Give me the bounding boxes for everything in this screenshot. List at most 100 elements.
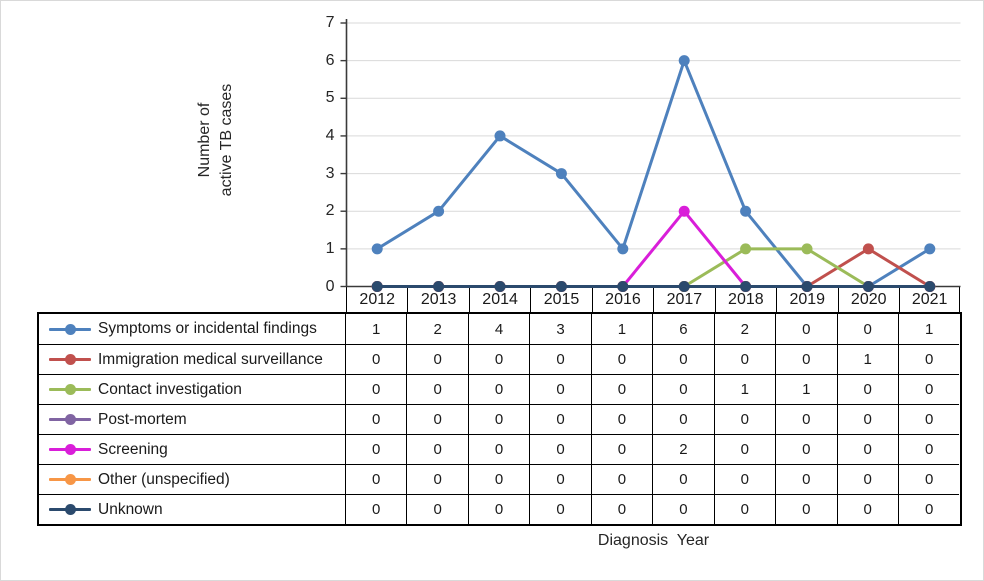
y-tick-label: 7 (325, 14, 335, 31)
value-cell: 0 (345, 404, 407, 434)
legend-dot (64, 414, 76, 425)
data-point (555, 168, 567, 180)
year-header-cell: 2016 (591, 287, 653, 312)
value-cell: 2 (652, 434, 714, 464)
value-cell: 2 (713, 314, 775, 344)
legend-marker-icon (49, 503, 91, 517)
legend-label: Post-mortem (98, 410, 187, 428)
legend-cell: Screening (39, 434, 345, 464)
value-cell: 0 (775, 464, 837, 494)
legend-cell: Post-mortem (39, 404, 345, 434)
value-cell: 0 (406, 464, 468, 494)
data-point (801, 243, 813, 255)
legend-dot (64, 384, 76, 395)
year-header-cell: 2012 (346, 287, 407, 312)
value-cell: 0 (713, 494, 776, 524)
value-cell: 4 (467, 314, 529, 344)
value-cell: 0 (529, 494, 591, 524)
legend-data-table: Symptoms or incidental findings 1 2 4 3 1 6 2 0 0… (37, 312, 962, 526)
value-cell: 0 (345, 344, 407, 374)
value-cell: 0 (590, 494, 653, 524)
year-header-cell: 2020 (837, 287, 899, 312)
value-cell: 0 (529, 464, 591, 494)
legend-marker-icon (49, 473, 91, 487)
legend-label: Contact investigation (98, 380, 242, 398)
value-cell: 0 (467, 494, 530, 524)
data-point (433, 205, 445, 217)
legend-marker-icon (49, 443, 91, 457)
y-tick-label: 5 (325, 89, 335, 107)
value-cell: 0 (406, 344, 468, 374)
legend-label: Screening (98, 440, 168, 458)
value-cell: 0 (590, 374, 653, 404)
value-cell: 0 (897, 434, 960, 464)
value-cell: 0 (406, 374, 468, 404)
series-line (377, 247, 931, 288)
y-tick-label: 2 (325, 202, 335, 220)
value-cell: 0 (836, 404, 898, 434)
data-point (678, 205, 690, 217)
value-cell: 0 (467, 344, 530, 374)
data-point (740, 205, 752, 217)
value-cell: 0 (590, 434, 653, 464)
legend-dot (64, 444, 76, 455)
legend-cell: Unknown (39, 494, 345, 524)
value-cell: 0 (775, 314, 836, 344)
y-axis-title: Number of active TB cases (194, 10, 240, 270)
value-cell: 0 (775, 434, 837, 464)
data-point (371, 243, 383, 255)
legend-label: Immigration medical surveillance (98, 350, 323, 368)
value-cell: 0 (345, 374, 407, 404)
legend-dot (64, 323, 76, 335)
value-cell: 0 (775, 404, 837, 434)
series-line (376, 59, 931, 288)
y-axis-title-line2: active TB cases (218, 83, 235, 197)
data-point (924, 243, 936, 255)
value-cell: 0 (713, 404, 776, 434)
series-line (377, 209, 930, 288)
year-header-cell: 2013 (407, 287, 468, 312)
series-immigration-medical-surveillance (371, 243, 936, 292)
year-header-cell: 2014 (468, 287, 530, 312)
legend-label: Symptoms or incidental findings (98, 320, 317, 337)
data-point (617, 243, 629, 255)
x-axis-title: Diagnosis Year (597, 532, 710, 549)
value-cell: 3 (529, 314, 590, 344)
value-cell: 0 (345, 464, 407, 494)
value-cell: 0 (406, 404, 468, 434)
value-cell: 0 (652, 464, 714, 494)
value-cell: 0 (652, 344, 714, 374)
value-cell: 0 (406, 494, 468, 524)
value-cell: 1 (775, 374, 837, 404)
series-contact-investigation (371, 243, 936, 292)
value-cell: 0 (836, 464, 898, 494)
value-cell: 0 (467, 464, 530, 494)
value-cell: 0 (652, 494, 714, 524)
y-axis-title-line1: Number of (196, 102, 213, 178)
value-cell: 0 (590, 464, 653, 494)
series-screening (371, 205, 936, 292)
legend-marker-icon (49, 383, 91, 397)
legend-cell: Immigration medical surveillance (39, 344, 345, 374)
value-cell: 0 (529, 434, 591, 464)
value-cell: 0 (345, 494, 407, 524)
legend-marker-icon (49, 322, 91, 336)
year-header-cell: 2021 (898, 287, 961, 312)
legend-dot (64, 474, 76, 485)
value-cell: 0 (467, 434, 530, 464)
value-cell: 0 (652, 374, 714, 404)
data-point (740, 243, 752, 255)
legend-marker-icon (49, 353, 91, 367)
value-cell: 0 (529, 374, 591, 404)
y-tick-label: 0 (325, 277, 335, 295)
series-line (377, 247, 930, 288)
value-cell: 1 (897, 314, 959, 344)
value-cell: 0 (590, 344, 653, 374)
value-cell: 0 (775, 494, 837, 524)
value-cell: 0 (897, 344, 960, 374)
year-header-cell: 2017 (653, 287, 714, 312)
legend-dot (64, 354, 76, 365)
value-cell: 0 (836, 434, 898, 464)
y-tick-label: 3 (325, 164, 335, 182)
